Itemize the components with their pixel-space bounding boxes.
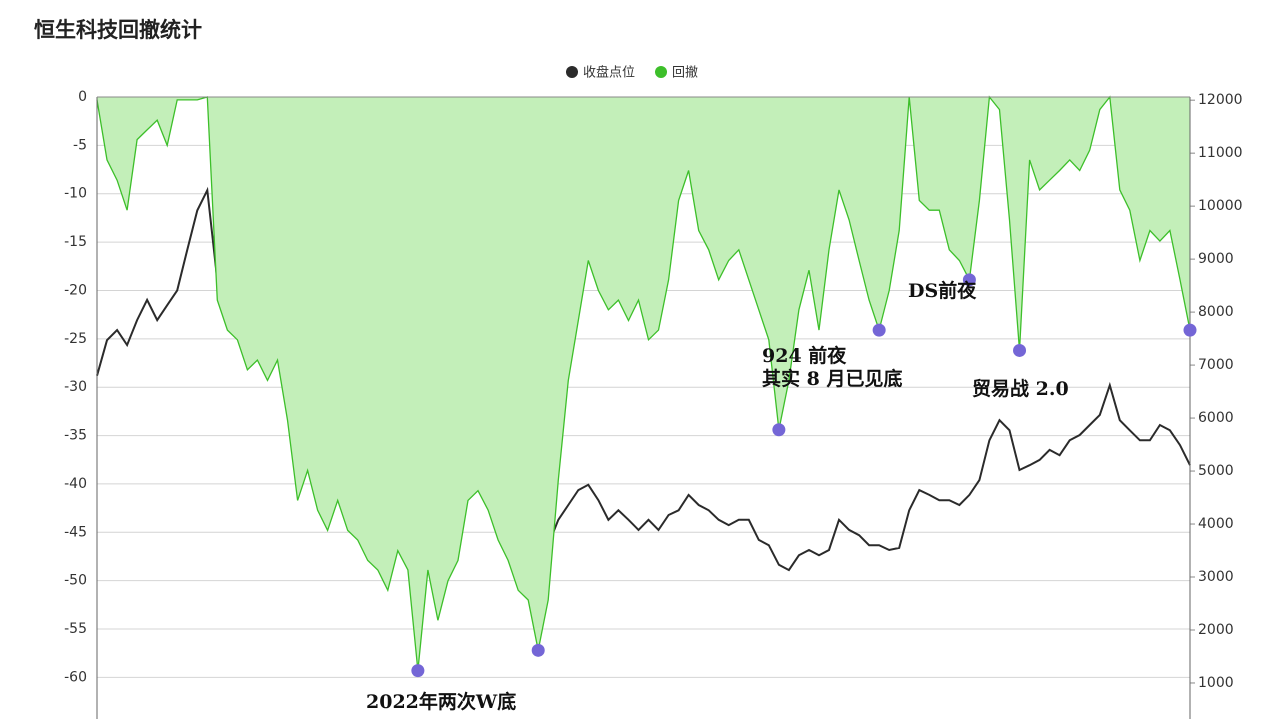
annotation: 924 前夜 bbox=[762, 344, 847, 367]
legend-swatch bbox=[566, 66, 578, 78]
marker bbox=[411, 664, 425, 678]
y2-tick-label: 4000 bbox=[1198, 516, 1234, 532]
y-tick-label: -55 bbox=[64, 621, 87, 637]
annotation: 2022年两次W底 bbox=[366, 690, 516, 713]
y2-tick-label: 6000 bbox=[1198, 410, 1234, 426]
marker bbox=[1013, 343, 1027, 357]
y2-tick-label: 3000 bbox=[1198, 569, 1234, 585]
marker bbox=[772, 423, 786, 437]
y-tick-label: -20 bbox=[64, 282, 87, 298]
marker bbox=[1183, 323, 1197, 337]
marker bbox=[962, 273, 976, 287]
y-tick-label: -10 bbox=[64, 186, 87, 202]
y-tick-label: -15 bbox=[64, 234, 87, 250]
y2-tick-label: 5000 bbox=[1198, 463, 1234, 479]
y-tick-label: -35 bbox=[64, 428, 87, 444]
y-tick-label: -40 bbox=[64, 476, 87, 492]
y2-tick-label: 11000 bbox=[1198, 145, 1243, 161]
legend-label: 回撤 bbox=[672, 65, 698, 81]
marker bbox=[872, 323, 886, 337]
y-tick-label: -45 bbox=[64, 524, 87, 540]
y2-tick-label: 7000 bbox=[1198, 357, 1234, 373]
y2-tick-label: 1000 bbox=[1198, 675, 1234, 691]
y-tick-label: 0 bbox=[78, 89, 87, 105]
chart-title: 恒生科技回撤统计 bbox=[34, 18, 202, 42]
y-tick-label: -5 bbox=[73, 137, 87, 153]
marker bbox=[531, 643, 545, 657]
y-tick-label: -60 bbox=[64, 669, 87, 685]
y2-tick-label: 2000 bbox=[1198, 622, 1234, 638]
legend-swatch bbox=[655, 66, 668, 78]
y-tick-label: -25 bbox=[64, 331, 87, 347]
y2-tick-label: 10000 bbox=[1198, 198, 1243, 214]
y2-tick-label: 8000 bbox=[1198, 304, 1234, 320]
area bbox=[97, 97, 1190, 671]
y2-tick-label: 9000 bbox=[1198, 251, 1234, 267]
y-tick-label: -50 bbox=[64, 573, 87, 589]
series-line bbox=[96, 95, 1191, 671]
legend-label: 收盘点位 bbox=[583, 65, 635, 81]
annotation: 贸易战 2.0 bbox=[972, 377, 1069, 400]
annotation: DS前夜 bbox=[908, 279, 977, 302]
y2-tick-label: 12000 bbox=[1198, 92, 1243, 108]
annotation: 其实 8 月已见底 bbox=[762, 367, 902, 390]
y-tick-label: -30 bbox=[64, 379, 87, 395]
